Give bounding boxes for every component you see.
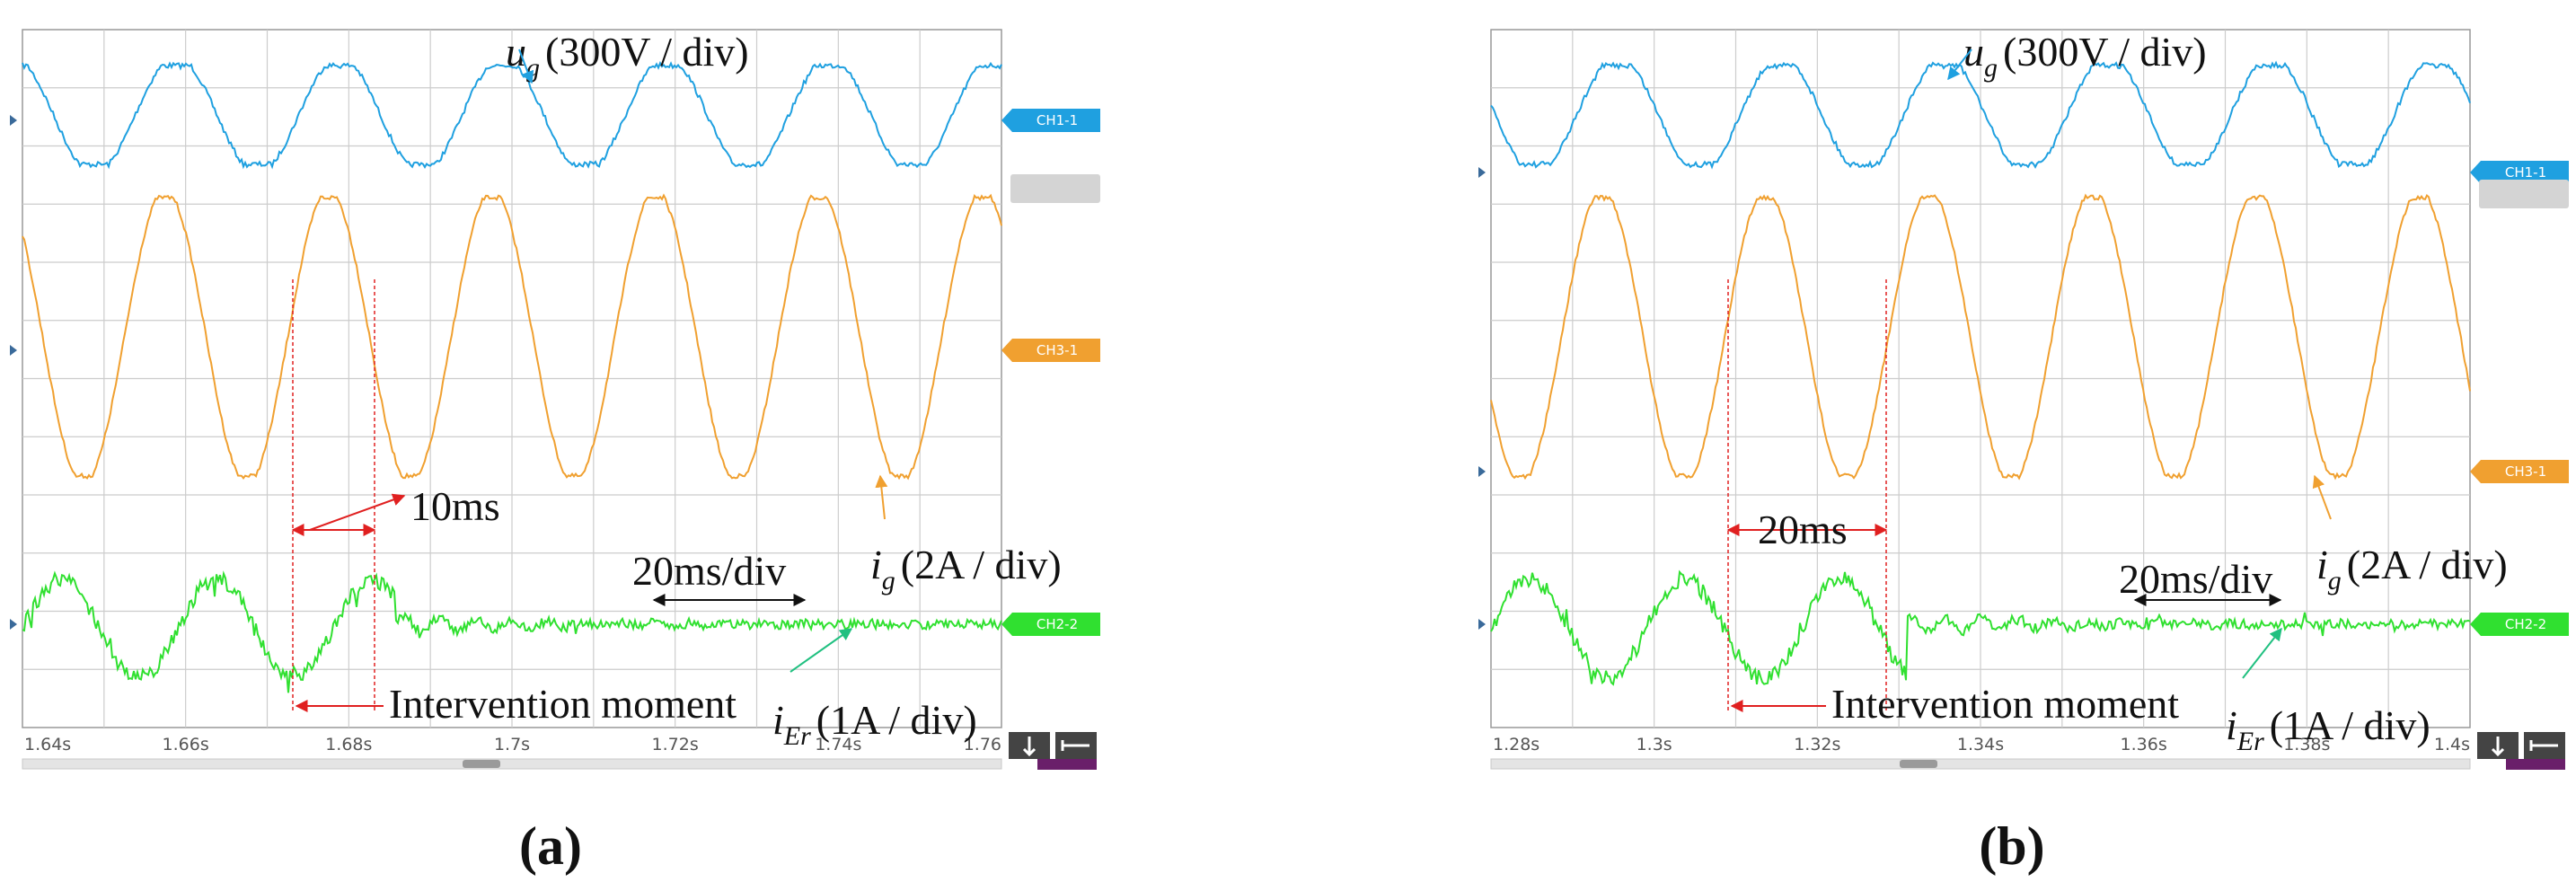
x-tick-label: 1.28s (1493, 735, 1539, 754)
channel-tag (1001, 339, 1100, 362)
current-label-scale: (2A / div) (2347, 542, 2508, 587)
channel-tag (1001, 109, 1100, 132)
current-trace (1490, 193, 2471, 481)
x-tick-label: 1.7s (494, 735, 530, 754)
current-label-symbol: i (870, 542, 882, 587)
caption: (b) (1979, 816, 2044, 876)
channel-tag (2470, 613, 2569, 636)
error-label-scale: (1A / div) (816, 697, 977, 743)
x-tick-label: 1.38s (2283, 735, 2330, 754)
run-button (1010, 174, 1100, 203)
channel-tag-label: CH3-1 (1037, 342, 1078, 358)
channel-marker (10, 115, 17, 126)
voltage-trace (1490, 60, 2471, 170)
error-label-subscript: Er (783, 721, 811, 751)
error-pointer (2242, 627, 2282, 679)
channel-marker (10, 619, 17, 630)
error-pointer (790, 628, 853, 673)
interval-label: 20ms (1758, 507, 1848, 552)
current-pointer (2312, 474, 2332, 520)
x-tick-label: 1.4s (2434, 735, 2470, 754)
x-tick-label: 1.72s (652, 735, 699, 754)
x-tick-label: 1.64s (24, 735, 71, 754)
error-label-symbol: i (772, 697, 784, 743)
scope-panel: CH1-1 CH3-1 CH2-2 1.64s 1.66s 1.68s 1.7s 1.72s 1… (10, 29, 1100, 876)
scrollbar (22, 758, 1002, 770)
x-tick-label: 1.68s (325, 735, 372, 754)
x-tick-label: 1.76 (964, 735, 1001, 754)
voltage-pointer (1947, 49, 1972, 81)
zoom-icon (1022, 737, 1037, 757)
pan-icon (2529, 740, 2558, 751)
x-tick-label: 1.3s (1636, 735, 1672, 754)
scrollbar (1490, 758, 2471, 770)
voltage-label-symbol: u (1963, 29, 1984, 75)
voltage-trace (22, 60, 1002, 170)
error-trace (22, 570, 1002, 693)
current-label-scale: (2A / div) (901, 542, 1062, 587)
mode-tag (2506, 759, 2565, 770)
voltage-label-scale: (300V / div) (2003, 29, 2207, 75)
error-label-scale: (1A / div) (2270, 702, 2430, 748)
channel-marker (1478, 466, 1486, 477)
scope-panel: CH1-1 CH3-1 CH2-2 1.28s 1.3s 1.32s 1.34s 1.36s 1… (1478, 29, 2569, 876)
current-label-symbol: i (2316, 542, 2328, 587)
pan-icon (1061, 740, 1090, 751)
voltage-label-symbol: u (506, 29, 526, 75)
event-label: Intervention moment (389, 681, 737, 727)
current-pointer (875, 474, 888, 520)
channel-marker (10, 345, 17, 356)
voltage-pointer (518, 49, 534, 84)
channel-tag (1001, 613, 1100, 636)
current-label: ig (2A / div) (2316, 542, 2508, 595)
interval-pointer (309, 493, 406, 531)
interval-label: 10ms (410, 483, 500, 529)
voltage-label-scale: (300V / div) (545, 29, 749, 75)
time-base-label: 20ms/div (2119, 556, 2272, 602)
channel-tag (2470, 161, 2569, 184)
x-tick-label: 1.32s (1794, 735, 1840, 754)
error-label: iEr (1A / div) (772, 697, 977, 751)
current-label-subscript: g (2328, 566, 2342, 595)
channel-tag-label: CH3-1 (2505, 463, 2546, 480)
scroll-thumb (463, 760, 500, 768)
channel-marker (1478, 167, 1486, 178)
x-tick-label: 1.66s (163, 735, 209, 754)
time-base-label: 20ms/div (632, 548, 786, 594)
current-trace (22, 193, 1002, 481)
channel-tag-label: CH2-2 (2505, 616, 2546, 632)
voltage-label-subscript: g (526, 53, 540, 83)
voltage-label: ug (300V / div) (506, 29, 749, 83)
voltage-label: ug (300V / div) (1963, 29, 2207, 83)
channel-tag-label: CH1-1 (1037, 112, 1078, 128)
channel-tag-label: CH1-1 (2505, 164, 2546, 181)
channel-marker (1478, 619, 1486, 630)
error-trace (1490, 569, 2471, 686)
channel-tag-label: CH2-2 (1037, 616, 1078, 632)
caption: (a) (519, 816, 582, 876)
error-label-symbol: i (2226, 702, 2237, 748)
run-button (2479, 180, 2569, 208)
x-tick-label: 1.36s (2121, 735, 2167, 754)
current-label-subscript: g (882, 566, 895, 595)
channel-tag (2470, 460, 2569, 483)
x-tick-label: 1.34s (1957, 735, 2004, 754)
error-label-subscript: Er (2236, 727, 2264, 756)
error-label: iEr (1A / div) (2226, 702, 2430, 756)
voltage-label-subscript: g (1984, 53, 1998, 83)
scroll-thumb (1900, 760, 1937, 768)
event-label: Intervention moment (1831, 681, 2179, 727)
x-tick-label: 1.74s (815, 735, 861, 754)
mode-tag (1037, 759, 1097, 770)
current-label: ig (2A / div) (870, 542, 1062, 595)
zoom-icon (2491, 737, 2505, 757)
